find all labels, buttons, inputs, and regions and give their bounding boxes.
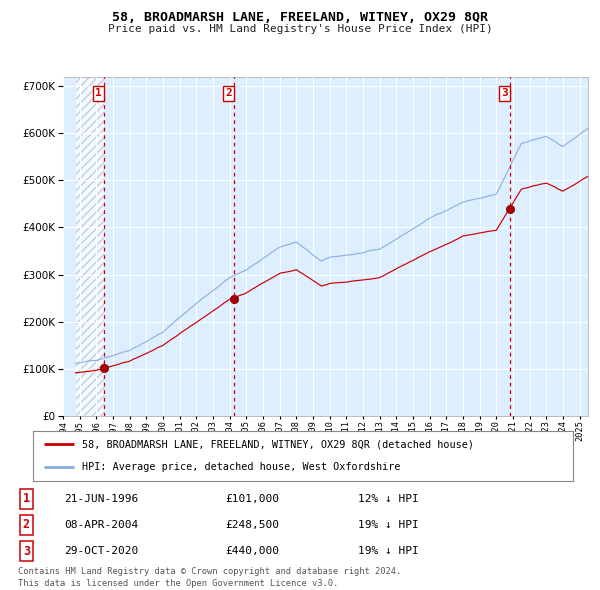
- Text: 12% ↓ HPI: 12% ↓ HPI: [358, 494, 418, 504]
- Text: £248,500: £248,500: [225, 520, 279, 530]
- Text: 58, BROADMARSH LANE, FREELAND, WITNEY, OX29 8QR: 58, BROADMARSH LANE, FREELAND, WITNEY, O…: [112, 11, 488, 24]
- Text: 08-APR-2004: 08-APR-2004: [64, 520, 138, 530]
- Text: 2: 2: [225, 88, 232, 99]
- Text: 3: 3: [23, 545, 30, 558]
- Text: HPI: Average price, detached house, West Oxfordshire: HPI: Average price, detached house, West…: [82, 463, 400, 473]
- Text: 58, BROADMARSH LANE, FREELAND, WITNEY, OX29 8QR (detached house): 58, BROADMARSH LANE, FREELAND, WITNEY, O…: [82, 439, 473, 449]
- Text: 3: 3: [501, 88, 508, 99]
- Text: £101,000: £101,000: [225, 494, 279, 504]
- Bar: [76, 77, 104, 416]
- Text: 2: 2: [23, 519, 30, 532]
- Text: Contains HM Land Registry data © Crown copyright and database right 2024.
This d: Contains HM Land Registry data © Crown c…: [18, 567, 401, 588]
- Text: 1: 1: [23, 492, 30, 505]
- Text: 19% ↓ HPI: 19% ↓ HPI: [358, 520, 418, 530]
- Text: 29-OCT-2020: 29-OCT-2020: [64, 546, 138, 556]
- Text: 21-JUN-1996: 21-JUN-1996: [64, 494, 138, 504]
- Text: 1: 1: [95, 88, 102, 99]
- Text: Price paid vs. HM Land Registry's House Price Index (HPI): Price paid vs. HM Land Registry's House …: [107, 24, 493, 34]
- Text: 19% ↓ HPI: 19% ↓ HPI: [358, 546, 418, 556]
- Text: £440,000: £440,000: [225, 546, 279, 556]
